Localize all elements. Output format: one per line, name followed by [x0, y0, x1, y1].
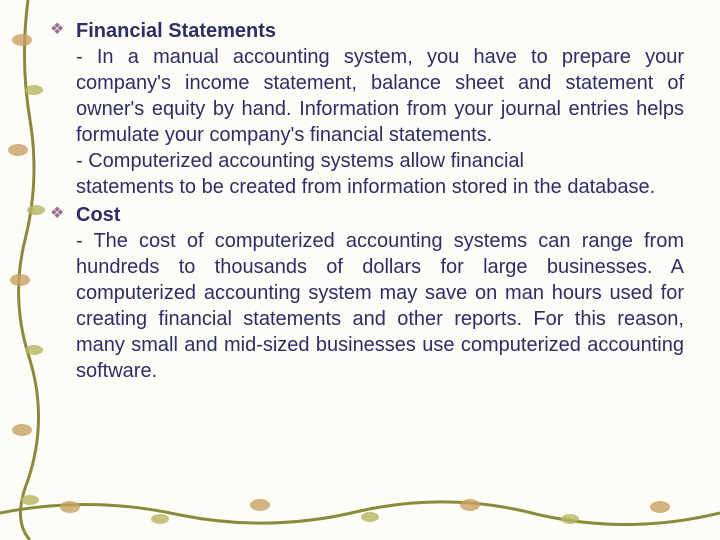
item-paragraph: - The cost of computerized accounting sy…: [76, 228, 684, 384]
item-heading: Financial Statements: [76, 18, 684, 44]
bottom-floral-decor: [0, 485, 720, 540]
left-floral-decor: [0, 0, 55, 540]
diamond-bullet-icon: ❖: [48, 18, 76, 42]
item-paragraph: - Computerized accounting systems allow …: [76, 148, 684, 174]
item-heading: Cost: [76, 202, 684, 228]
item-paragraph: statements to be created from informatio…: [76, 174, 684, 200]
diamond-bullet-icon: ❖: [48, 202, 76, 226]
item-paragraph: - In a manual accounting system, you hav…: [76, 44, 684, 148]
slide-content: ❖ Financial Statements - In a manual acc…: [48, 18, 684, 386]
list-item-body: Cost - The cost of computerized accounti…: [76, 202, 684, 384]
list-item-body: Financial Statements - In a manual accou…: [76, 18, 684, 200]
list-item: ❖ Cost - The cost of computerized accoun…: [48, 202, 684, 384]
list-item: ❖ Financial Statements - In a manual acc…: [48, 18, 684, 200]
